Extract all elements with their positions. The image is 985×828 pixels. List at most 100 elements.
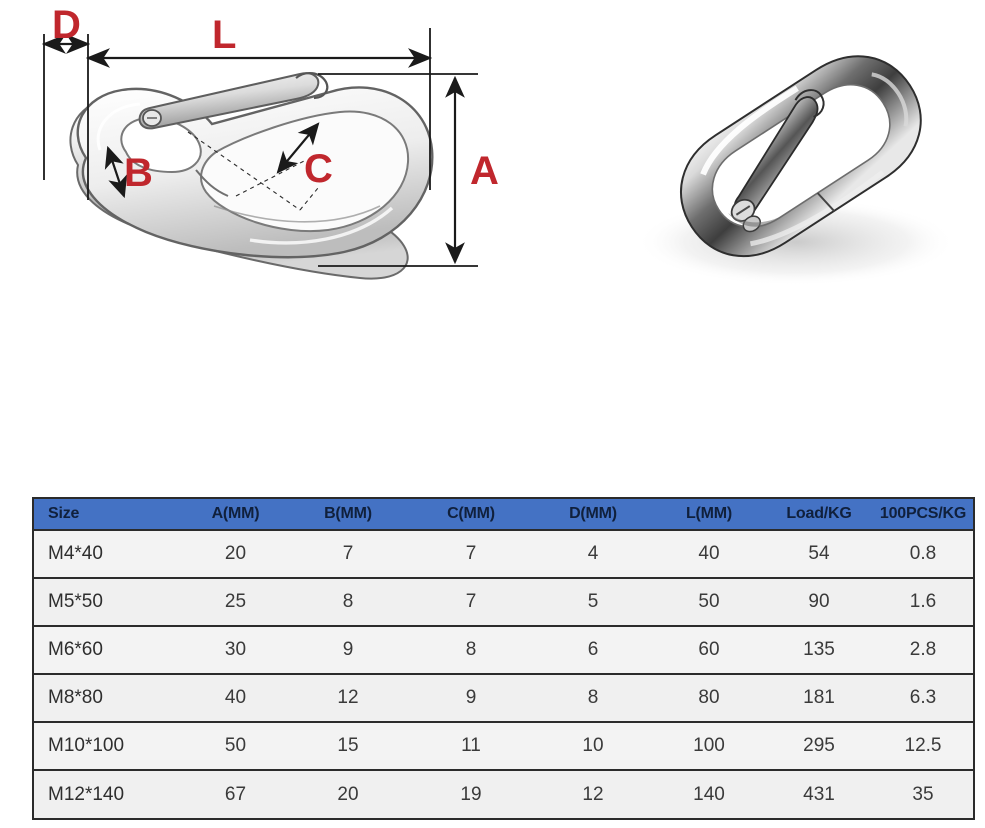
cell-load: 54 bbox=[765, 529, 873, 578]
cell-pcs: 6.3 bbox=[873, 673, 973, 722]
column-header-l: L(MM) bbox=[653, 499, 765, 530]
dimension-diagram: D L A B bbox=[0, 0, 520, 310]
product-photo bbox=[600, 10, 985, 310]
cell-load: 295 bbox=[765, 721, 873, 770]
dimension-diagram-svg: D L A B bbox=[41, 3, 499, 280]
cell-a: 30 bbox=[184, 625, 287, 674]
leader-line-1 bbox=[187, 131, 301, 211]
photo-waist-notch bbox=[816, 192, 835, 212]
cell-pcs: 35 bbox=[873, 769, 973, 818]
cell-a: 25 bbox=[184, 577, 287, 626]
cell-load: 90 bbox=[765, 577, 873, 626]
column-header-load: Load/KG bbox=[765, 499, 873, 530]
dimension-A: A bbox=[318, 73, 499, 267]
cell-l: 100 bbox=[653, 721, 765, 770]
b-dimension-arrow bbox=[104, 145, 128, 199]
cell-b: 7 bbox=[287, 529, 409, 578]
cell-c: 8 bbox=[409, 625, 533, 674]
cell-b: 15 bbox=[287, 721, 409, 770]
photo-carabiner bbox=[679, 55, 922, 258]
photo-eye-shading bbox=[728, 208, 795, 227]
dimension-label-L: L bbox=[212, 13, 236, 57]
carabiner-illustration bbox=[69, 72, 434, 280]
cell-l: 50 bbox=[653, 577, 765, 626]
dimension-label-A: A bbox=[470, 149, 499, 193]
cell-size: M10*100 bbox=[34, 721, 184, 770]
dimension-B: B bbox=[104, 145, 153, 199]
cell-size: M5*50 bbox=[34, 577, 184, 626]
cell-load: 431 bbox=[765, 769, 873, 818]
column-header-c: C(MM) bbox=[409, 499, 533, 530]
cell-d: 8 bbox=[533, 673, 653, 722]
cell-d: 12 bbox=[533, 769, 653, 818]
highlight-bow bbox=[249, 206, 394, 245]
highlight-eye bbox=[96, 102, 141, 151]
carabiner-waist-notch bbox=[195, 169, 229, 197]
cell-size: M4*40 bbox=[34, 529, 184, 578]
c-dimension-arrow bbox=[276, 122, 320, 174]
cell-pcs: 12.5 bbox=[873, 721, 973, 770]
table-row: M5*50 25 8 7 5 50 90 1.6 bbox=[34, 577, 973, 626]
dimension-label-D: D bbox=[52, 3, 81, 47]
cell-d: 4 bbox=[533, 529, 653, 578]
table-row: M6*60 30 9 8 6 60 135 2.8 bbox=[34, 625, 973, 674]
photo-highlight-right bbox=[871, 72, 909, 127]
cell-c: 19 bbox=[409, 769, 533, 818]
column-header-d: D(MM) bbox=[533, 499, 653, 530]
dimension-L: L bbox=[85, 13, 433, 190]
column-header-pcs: 100PCS/KG bbox=[873, 499, 973, 530]
cell-c: 9 bbox=[409, 673, 533, 722]
table-row: M10*100 50 15 11 10 100 295 12.5 bbox=[34, 721, 973, 770]
imagery-area: D L A B bbox=[0, 0, 985, 310]
cell-c: 11 bbox=[409, 721, 533, 770]
photo-rivet-slot bbox=[735, 205, 751, 216]
cell-b: 20 bbox=[287, 769, 409, 818]
cell-b: 12 bbox=[287, 673, 409, 722]
column-header-size: Size bbox=[34, 499, 184, 530]
cell-b: 9 bbox=[287, 625, 409, 674]
cell-d: 10 bbox=[533, 721, 653, 770]
cell-l: 40 bbox=[653, 529, 765, 578]
cell-l: 140 bbox=[653, 769, 765, 818]
cell-a: 50 bbox=[184, 721, 287, 770]
cell-load: 135 bbox=[765, 625, 873, 674]
carabiner-eye-hole bbox=[120, 116, 202, 174]
table-row: M12*140 67 20 19 12 140 431 35 bbox=[34, 769, 973, 818]
cell-a: 40 bbox=[184, 673, 287, 722]
table-row: M8*80 40 12 9 8 80 181 6.3 bbox=[34, 673, 973, 722]
cell-size: M12*140 bbox=[34, 769, 184, 818]
cell-pcs: 2.8 bbox=[873, 625, 973, 674]
photo-highlight-top bbox=[700, 85, 799, 176]
carabiner-gate bbox=[138, 72, 320, 130]
cell-pcs: 1.6 bbox=[873, 577, 973, 626]
dimension-C: C bbox=[276, 122, 333, 191]
spec-table-body: M4*40 20 7 7 4 40 54 0.8 M5*50 25 8 7 5 … bbox=[34, 529, 973, 818]
dimension-label-B: B bbox=[124, 151, 153, 195]
cell-l: 60 bbox=[653, 625, 765, 674]
dimension-label-C: C bbox=[304, 147, 333, 191]
cell-l: 80 bbox=[653, 673, 765, 722]
photo-gate-nose bbox=[794, 89, 825, 118]
photo-highlight-bottom bbox=[750, 170, 885, 247]
table-row: M4*40 20 7 7 4 40 54 0.8 bbox=[34, 529, 973, 578]
cell-load: 181 bbox=[765, 673, 873, 722]
cell-c: 7 bbox=[409, 529, 533, 578]
cell-d: 6 bbox=[533, 625, 653, 674]
cell-c: 7 bbox=[409, 577, 533, 626]
cell-b: 8 bbox=[287, 577, 409, 626]
spec-table-header-row: Size A(MM) B(MM) C(MM) D(MM) L(MM) Load/… bbox=[34, 499, 973, 530]
cell-size: M8*80 bbox=[34, 673, 184, 722]
product-photo-svg bbox=[600, 10, 985, 310]
column-header-b: B(MM) bbox=[287, 499, 409, 530]
specification-table: Size A(MM) B(MM) C(MM) D(MM) L(MM) Load/… bbox=[32, 497, 975, 820]
gate-nose bbox=[295, 72, 329, 100]
shade-bow bbox=[213, 205, 381, 223]
cell-a: 20 bbox=[184, 529, 287, 578]
cell-a: 67 bbox=[184, 769, 287, 818]
cell-size: M6*60 bbox=[34, 625, 184, 674]
cell-d: 5 bbox=[533, 577, 653, 626]
cell-pcs: 0.8 bbox=[873, 529, 973, 578]
spec-table-element: Size A(MM) B(MM) C(MM) D(MM) L(MM) Load/… bbox=[34, 499, 973, 818]
column-header-a: A(MM) bbox=[184, 499, 287, 530]
